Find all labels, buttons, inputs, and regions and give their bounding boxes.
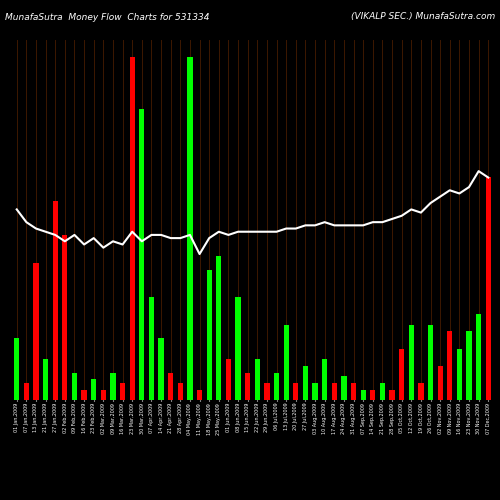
Bar — [254, 359, 260, 400]
Bar — [100, 390, 106, 400]
Bar — [62, 236, 68, 400]
Bar — [486, 177, 491, 400]
Bar — [245, 372, 250, 400]
Text: (VIKALP SEC.) MunafaSutra.com: (VIKALP SEC.) MunafaSutra.com — [351, 12, 495, 22]
Bar — [110, 372, 116, 400]
Bar — [438, 366, 443, 400]
Bar — [168, 372, 173, 400]
Bar — [370, 390, 376, 400]
Bar — [428, 324, 433, 400]
Bar — [284, 324, 289, 400]
Bar — [188, 57, 192, 400]
Bar — [14, 338, 20, 400]
Bar — [332, 383, 337, 400]
Bar — [476, 314, 482, 400]
Bar — [322, 359, 328, 400]
Bar — [293, 383, 298, 400]
Bar — [342, 376, 346, 400]
Bar — [351, 383, 356, 400]
Bar — [447, 332, 452, 400]
Bar — [149, 297, 154, 400]
Bar — [390, 390, 394, 400]
Bar — [303, 366, 308, 400]
Bar — [216, 256, 222, 400]
Bar — [399, 348, 404, 400]
Bar — [72, 372, 77, 400]
Bar — [360, 390, 366, 400]
Bar — [34, 263, 38, 400]
Bar — [52, 201, 58, 400]
Bar — [197, 390, 202, 400]
Bar — [264, 383, 270, 400]
Text: MunafaSutra  Money Flow  Charts for 531334: MunafaSutra Money Flow Charts for 531334 — [5, 12, 210, 22]
Bar — [274, 372, 279, 400]
Bar — [312, 383, 318, 400]
Bar — [139, 108, 144, 400]
Bar — [226, 359, 231, 400]
Bar — [158, 338, 164, 400]
Bar — [236, 297, 240, 400]
Bar — [43, 359, 49, 400]
Bar — [466, 332, 471, 400]
Bar — [418, 383, 424, 400]
Bar — [130, 57, 135, 400]
Bar — [206, 270, 212, 400]
Bar — [120, 383, 125, 400]
Bar — [82, 390, 86, 400]
Bar — [24, 383, 29, 400]
Bar — [178, 383, 183, 400]
Bar — [380, 383, 385, 400]
Bar — [91, 380, 96, 400]
Bar — [408, 324, 414, 400]
Bar — [456, 348, 462, 400]
